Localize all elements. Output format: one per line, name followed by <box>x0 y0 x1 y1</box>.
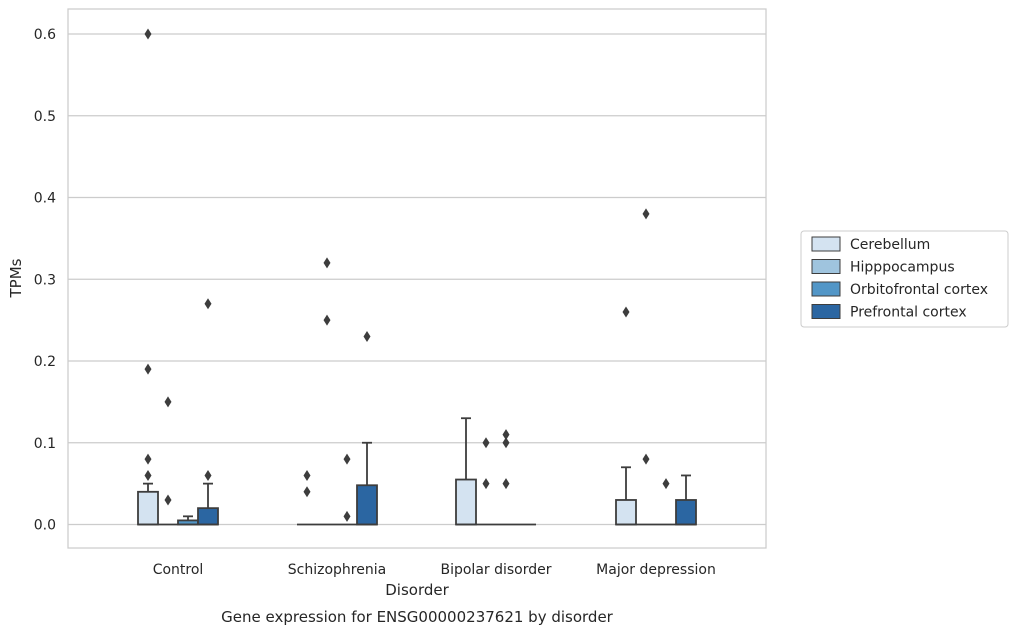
box-3-1 <box>356 441 378 526</box>
outlier-point-1-2-1 <box>482 478 490 490</box>
legend: Cerebellum Hipppocampus Orbitofrontal cort… <box>800 230 1009 328</box>
y-tick-label-2: 0.2 <box>34 354 56 370</box>
x-tick-label-2: Bipolar disorder <box>440 562 551 578</box>
outlier-point-1-2-0 <box>482 437 490 449</box>
legend-swatch-3 <box>811 304 841 319</box>
legend-entry-2: Orbitofrontal cortex <box>850 282 988 298</box>
outlier-point-0-0-3 <box>144 469 152 481</box>
outlier-point-2-2-2 <box>502 478 510 490</box>
outlier-point-1-0-0 <box>164 396 172 408</box>
outlier-point-2-2-1 <box>502 437 510 449</box>
plot-area-frame <box>67 8 767 549</box>
outlier-point-3-0-0 <box>204 298 212 310</box>
outlier-point-0-1-0 <box>303 469 311 481</box>
chart-caption: Gene expression for ENSG00000237621 by d… <box>221 608 614 626</box>
outlier-point-0-0-2 <box>144 453 152 465</box>
legend-frame <box>800 230 1009 328</box>
x-axis-ticks: Control Schizophrenia Bipolar disorder Majo… <box>153 562 716 578</box>
outlier-point-1-1-0 <box>323 257 331 269</box>
box-body <box>615 499 637 526</box>
x-tick-label-3: Major depression <box>596 562 716 578</box>
boxes <box>137 417 697 526</box>
outlier-point-0-0-0 <box>144 28 152 40</box>
box-0-3 <box>615 466 637 526</box>
legend-swatch-2 <box>811 281 841 297</box>
outlier-point-3-1-0 <box>363 330 371 342</box>
legend-swatch-0 <box>811 236 841 252</box>
outlier-point-0-0-1 <box>144 363 152 375</box>
box-body <box>197 507 219 526</box>
outlier-point-1-1-1 <box>323 314 331 326</box>
x-tick-label-0: Control <box>153 562 204 578</box>
y-tick-label-4: 0.4 <box>34 191 56 207</box>
x-tick-label-1: Schizophrenia <box>288 562 386 578</box>
box-body <box>455 478 477 526</box>
outlier-point-0-3-0 <box>622 306 630 318</box>
outlier-point-1-3-1 <box>642 453 650 465</box>
outlier-point-2-1-0 <box>343 453 351 465</box>
legend-entry-0: Cerebellum <box>850 237 930 253</box>
box-body <box>356 484 378 526</box>
legend-swatch-1 <box>811 259 841 274</box>
box-body <box>137 490 159 526</box>
y-axis-ticks: 0.0 0.1 0.2 0.3 0.4 0.5 0.6 <box>34 27 56 534</box>
y-tick-label-5: 0.5 <box>34 109 56 125</box>
legend-entry-3: Prefrontal cortex <box>850 305 967 321</box>
outlier-point-0-1-1 <box>303 486 311 498</box>
outlier-point-1-0-1 <box>164 494 172 506</box>
y-axis-label: TPMs <box>7 258 25 298</box>
outliers <box>144 28 670 522</box>
y-tick-label-3: 0.3 <box>34 272 56 288</box>
y-tick-label-6: 0.6 <box>34 27 56 43</box>
box-body <box>675 499 697 526</box>
x-axis-label: Disorder <box>385 581 449 599</box>
box-2-0 <box>177 515 199 526</box>
y-tick-label-0: 0.0 <box>34 518 56 534</box>
outlier-point-1-3-0 <box>642 208 650 220</box>
outlier-point-3-0-1 <box>204 469 212 481</box>
outlier-point-2-1-1 <box>343 510 351 522</box>
box-0-0 <box>137 482 159 526</box>
outlier-point-2-3-0 <box>662 478 670 490</box>
outlier-point-2-2-0 <box>502 429 510 441</box>
box-3-0 <box>197 482 219 526</box>
box-3-3 <box>675 474 697 526</box>
legend-entry-1: Hipppocampus <box>850 260 955 276</box>
y-tick-label-1: 0.1 <box>34 436 56 452</box>
box-0-2 <box>455 417 477 526</box>
